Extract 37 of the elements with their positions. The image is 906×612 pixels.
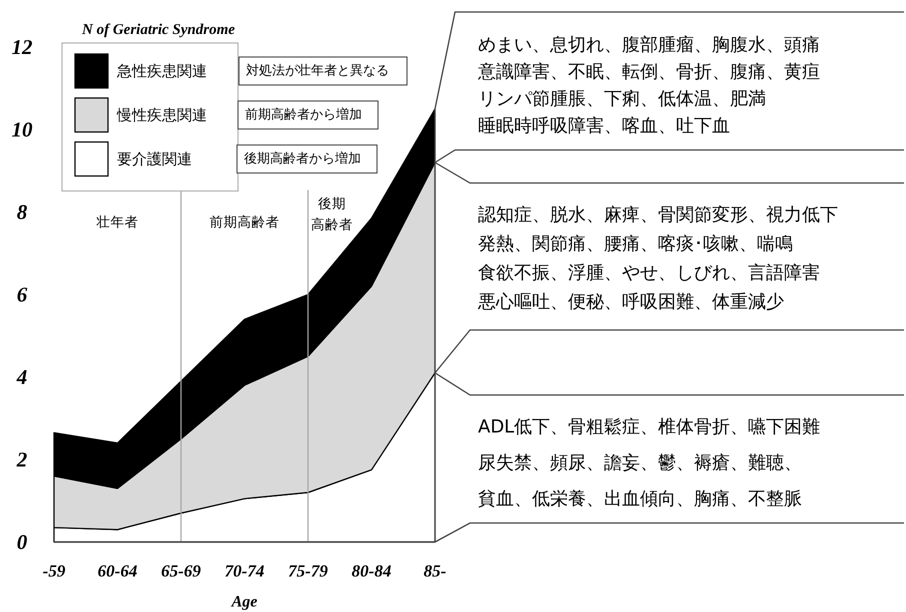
text: 悪心嘔吐、便秘、呼吸困難、体重減少 [477, 292, 784, 312]
text: 尿失禁、頻尿、譫妄、鬱、褥瘡、難聴、 [478, 452, 802, 474]
x-tick-label: 65-69 [161, 562, 202, 580]
annotation: 後期高齢者から増加 [244, 150, 361, 166]
legend-label: 要介護関連 [117, 150, 192, 168]
y-axis-title: N of Geriatric Syndrome [81, 22, 236, 38]
annotation: 前期高齢者から増加 [245, 106, 362, 122]
y-tick-label: 10 [12, 118, 33, 142]
x-tick-label: -59 [42, 562, 66, 580]
annotation: 壮年者 [96, 214, 138, 230]
x-tick-label: 80-84 [352, 562, 392, 580]
text: めまい、息切れ、腹部腫瘤、胸腹水、頭痛 [478, 34, 820, 56]
y-tick-label: 4 [16, 365, 28, 389]
annotation: 対処法が壮年者と異なる [246, 62, 389, 78]
x-tick-label: 75-79 [288, 562, 328, 580]
annotation: 前期高齢者 [210, 214, 280, 230]
y-tick-label: 2 [16, 448, 28, 472]
legend-label: 急性疾患関連 [116, 62, 207, 80]
text: 食欲不振、浮腫、やせ、しびれ、言語障害 [478, 262, 820, 284]
legend-label: 慢性疾患関連 [116, 106, 207, 124]
annotation: 高齢者 [311, 217, 353, 233]
y-tick-label: 0 [16, 530, 28, 554]
annotation: 後期 [318, 196, 346, 212]
x-tick-label: 70-74 [224, 562, 264, 580]
text: 貧血、低栄養、出血傾向、胸痛、不整脈 [478, 488, 802, 510]
text: 認知症、脱水、麻痺、骨関節変形、視力低下 [478, 204, 838, 226]
text: 睡眠時呼吸障害、喀血、吐下血 [478, 116, 730, 136]
y-tick-label: 8 [16, 200, 28, 224]
text: ADL低下、骨粗鬆症、椎体骨折、嚥下困難 [478, 416, 820, 438]
x-axis-title: Age [230, 594, 258, 610]
y-tick-label: 12 [12, 35, 33, 59]
x-tick-label: 60-64 [98, 562, 138, 580]
text: リンパ節腫脹、下痢、低体温、肥満 [478, 88, 766, 110]
text: 発熱、関節痛、腰痛、喀痰･咳嗽、喘鳴 [478, 234, 793, 254]
x-tick-label: 85- [424, 562, 447, 580]
text: 意識障害、不眠、転倒、骨折、腹痛、黄疸 [477, 62, 820, 82]
y-tick-label: 6 [16, 282, 28, 306]
